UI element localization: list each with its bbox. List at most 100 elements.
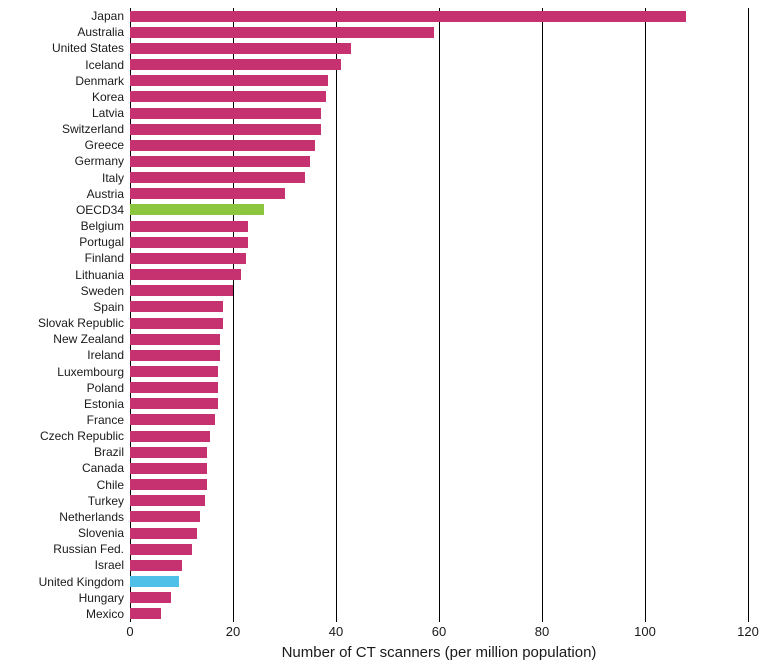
bar-rect [130, 431, 210, 442]
bar-row: Chile [130, 478, 748, 492]
x-tick-label: 20 [226, 624, 240, 639]
bar-rect [130, 334, 220, 345]
bar-row: Estonia [130, 397, 748, 411]
bar-row: Luxembourg [130, 365, 748, 379]
bar-row: Sweden [130, 284, 748, 298]
bar-row: Canada [130, 461, 748, 475]
bar-rect [130, 11, 686, 22]
bar-rect [130, 528, 197, 539]
bar-label: Russian Fed. [53, 542, 124, 556]
x-tick-label: 0 [126, 624, 133, 639]
bar-row: Hungary [130, 591, 748, 605]
bar-rect [130, 172, 305, 183]
bar-label: United Kingdom [39, 575, 124, 589]
bar-row: Italy [130, 171, 748, 185]
bar-row: Germany [130, 154, 748, 168]
bar-label: Sweden [81, 284, 124, 298]
x-axis-title: Number of CT scanners (per million popul… [130, 644, 748, 661]
bar-label: Lithuania [75, 268, 124, 282]
bar-label: New Zealand [53, 332, 124, 346]
bar-row: Mexico [130, 607, 748, 621]
bar-label: Iceland [85, 58, 124, 72]
bar-row: Russian Fed. [130, 542, 748, 556]
bar-row: Turkey [130, 494, 748, 508]
bar-row: Czech Republic [130, 429, 748, 443]
bar-rect [130, 124, 321, 135]
bar-label: Denmark [75, 74, 124, 88]
bar-rect [130, 398, 218, 409]
bar-row: Ireland [130, 348, 748, 362]
bar-row: Iceland [130, 58, 748, 72]
bar-row: Israel [130, 558, 748, 572]
bar-label: Greece [85, 138, 124, 152]
bar-label: Chile [97, 478, 124, 492]
bar-row: Japan [130, 9, 748, 23]
bar-label: Italy [102, 171, 124, 185]
bar-label: OECD34 [76, 203, 124, 217]
bar-label: France [87, 413, 124, 427]
ct-scanners-chart: Japan Australia United States Iceland Denmar… [0, 0, 768, 672]
bar-rect [130, 188, 285, 199]
bar-rect [130, 382, 218, 393]
bar-label: Slovak Republic [38, 316, 124, 330]
bar-rect [130, 156, 310, 167]
x-axis: 020406080100120 Number of CT scanners (p… [130, 622, 748, 672]
bar-rect [130, 366, 218, 377]
bar-row: Brazil [130, 445, 748, 459]
x-tick-label: 60 [432, 624, 446, 639]
bar-rect [130, 75, 328, 86]
bar-row: Netherlands [130, 510, 748, 524]
bar-rect [130, 221, 248, 232]
bar-row: Slovenia [130, 526, 748, 540]
bar-rect [130, 495, 205, 506]
bar-rect [130, 576, 179, 587]
bar-label: Australia [77, 25, 124, 39]
bar-rect [130, 108, 321, 119]
bar-label: Latvia [92, 106, 124, 120]
bar-row: Greece [130, 138, 748, 152]
bar-label: Netherlands [59, 510, 124, 524]
x-tick-label: 100 [634, 624, 656, 639]
bar-label: Spain [93, 300, 124, 314]
bar-label: Slovenia [78, 526, 124, 540]
bar-label: Estonia [84, 397, 124, 411]
bar-label: Turkey [88, 494, 124, 508]
bar-rect [130, 608, 161, 619]
bar-rect [130, 350, 220, 361]
bar-row: Switzerland [130, 122, 748, 136]
bar-label: Germany [75, 154, 124, 168]
bar-rect [130, 237, 248, 248]
bar-rect [130, 285, 233, 296]
bar-rect [130, 301, 223, 312]
bar-label: Switzerland [62, 122, 124, 136]
gridline [748, 8, 749, 622]
bar-rect [130, 463, 207, 474]
bar-label: Korea [92, 90, 124, 104]
bar-label: Hungary [79, 591, 124, 605]
bar-row: OECD34 [130, 203, 748, 217]
bar-row: Lithuania [130, 268, 748, 282]
bar-row: New Zealand [130, 332, 748, 346]
bar-rect [130, 479, 207, 490]
bar-label: Ireland [87, 348, 124, 362]
bar-row: France [130, 413, 748, 427]
bar-rect [130, 592, 171, 603]
bar-row: United States [130, 41, 748, 55]
x-tick-label: 120 [737, 624, 759, 639]
bar-row: Finland [130, 251, 748, 265]
bar-rect [130, 140, 315, 151]
bars-container: JapanAustraliaUnited StatesIcelandDenmar… [130, 8, 748, 622]
bar-rect [130, 447, 207, 458]
bar-row: Belgium [130, 219, 748, 233]
bar-rect [130, 27, 434, 38]
bar-label: Brazil [94, 445, 124, 459]
bar-rect [130, 91, 326, 102]
bar-rect [130, 414, 215, 425]
x-tick-label: 80 [535, 624, 549, 639]
bar-rect [130, 318, 223, 329]
bar-row: Portugal [130, 235, 748, 249]
bar-row: United Kingdom [130, 575, 748, 589]
bar-row: Poland [130, 381, 748, 395]
bar-row: Spain [130, 300, 748, 314]
bar-label: Poland [87, 381, 124, 395]
